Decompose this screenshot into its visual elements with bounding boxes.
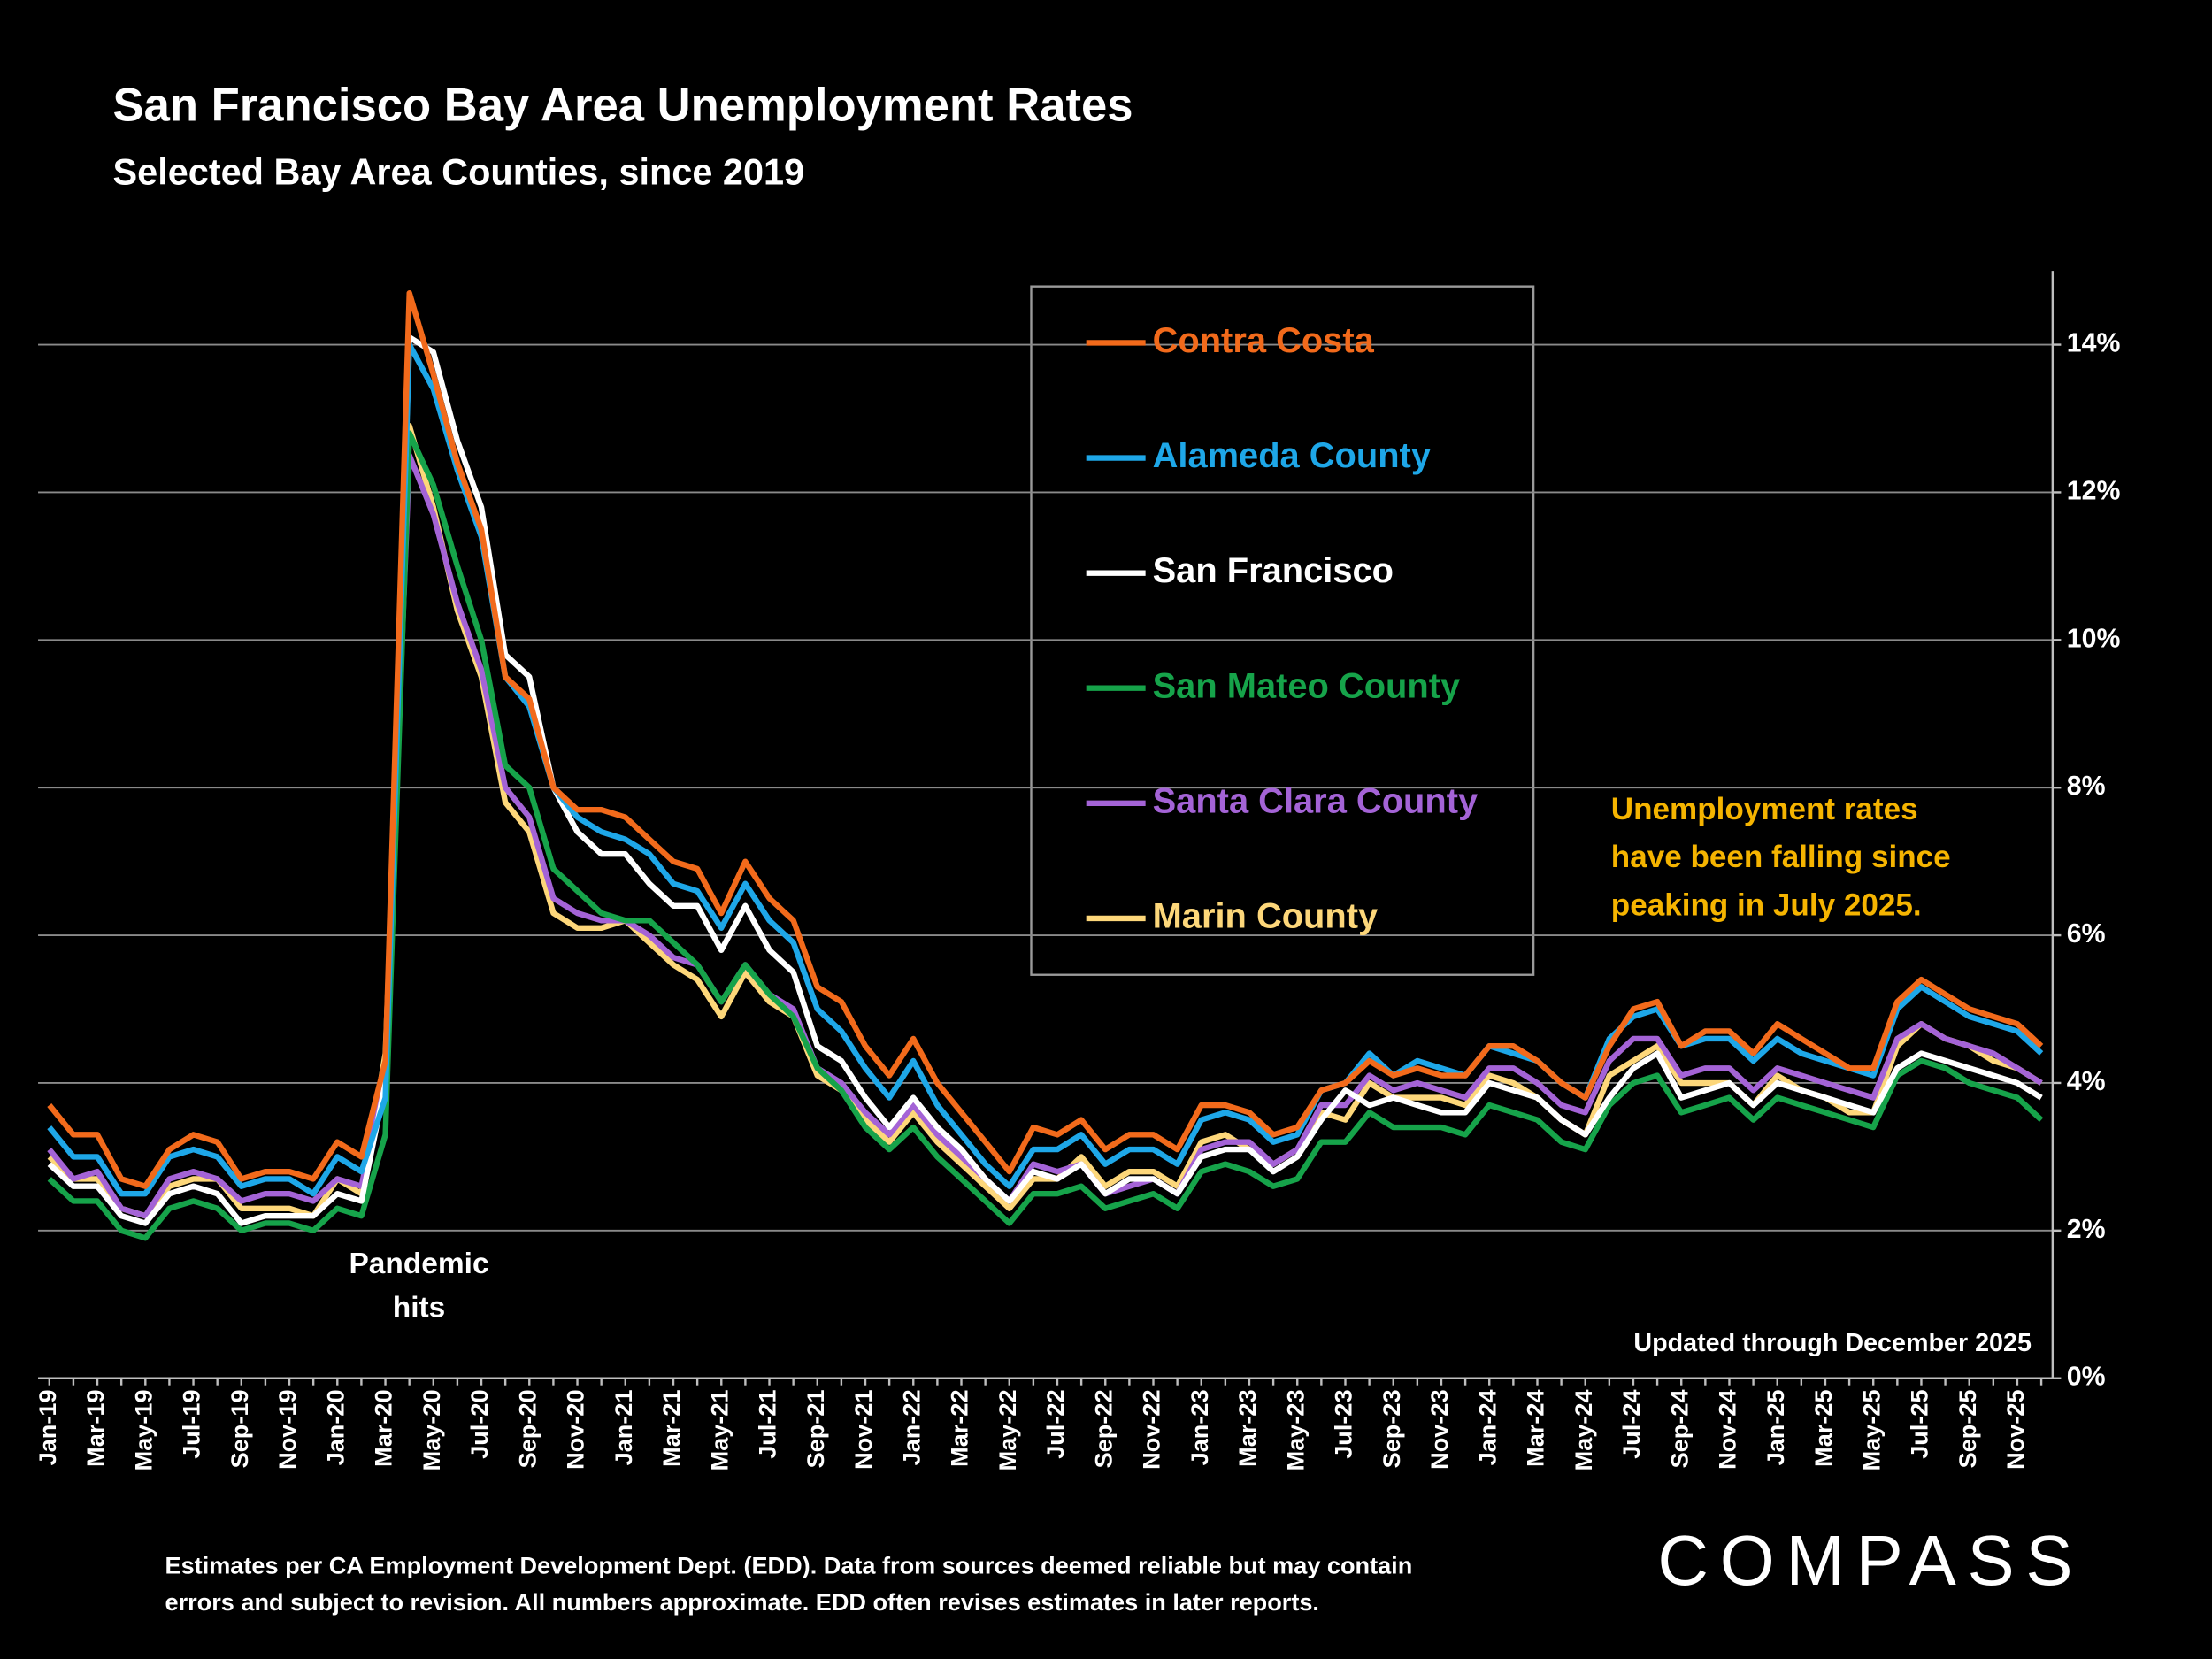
x-tick-label: Nov-20: [562, 1389, 589, 1469]
annotation: have been falling since: [1611, 840, 1951, 874]
legend-label: San Francisco: [1153, 551, 1394, 590]
x-tick-label: Sep-24: [1665, 1389, 1693, 1468]
x-tick-label: Mar-22: [946, 1389, 973, 1466]
x-tick-label: Nov-21: [849, 1389, 877, 1469]
x-tick-label: Jul-21: [754, 1389, 781, 1458]
x-tick-label: Nov-22: [1138, 1389, 1165, 1469]
legend-box: [1030, 285, 1535, 976]
annotation: Pandemic: [349, 1248, 488, 1280]
legend-label: Alameda County: [1153, 436, 1431, 475]
x-tick-label: Jul-20: [465, 1389, 493, 1458]
x-tick-label: Jul-23: [1330, 1389, 1357, 1458]
series-line: [47, 289, 2044, 1189]
source-note: errors and subject to revision. All numb…: [165, 1588, 1319, 1616]
y-tick-label: 2%: [2067, 1215, 2106, 1244]
x-tick-label: Mar-23: [1233, 1389, 1261, 1466]
x-tick-label: Mar-25: [1809, 1389, 1837, 1466]
x-tick-label: Sep-20: [513, 1389, 541, 1468]
x-tick-label: Nov-23: [1425, 1389, 1453, 1469]
x-tick-label: Sep-25: [1954, 1389, 1981, 1468]
annotation: Updated through December 2025: [1633, 1329, 2032, 1357]
series-line: [47, 342, 2044, 1197]
x-tick-label: Jan-23: [1186, 1389, 1213, 1465]
x-tick-label: May-23: [1281, 1389, 1309, 1471]
x-tick-label: May-22: [994, 1389, 1021, 1471]
logo: COMPASS: [1657, 1521, 2084, 1600]
x-tick-label: May-24: [1570, 1389, 1597, 1471]
annotation: peaking in July 2025.: [1611, 887, 1922, 922]
x-tick-label: Nov-19: [273, 1389, 301, 1469]
x-tick-label: Jan-24: [1473, 1389, 1501, 1465]
x-tick-label: Jan-22: [897, 1389, 925, 1465]
x-tick-label: Jan-25: [1762, 1389, 1789, 1465]
x-tick-label: Mar-24: [1522, 1389, 1549, 1466]
y-tick-label: 8%: [2067, 772, 2106, 801]
x-tick-label: Mar-19: [81, 1389, 109, 1466]
x-tick-label: Mar-20: [370, 1389, 397, 1466]
x-tick-label: Nov-24: [1714, 1389, 1741, 1469]
legend-label: San Mateo County: [1153, 666, 1461, 705]
x-tick-label: Jan-20: [321, 1389, 349, 1465]
x-tick-label: Sep-21: [802, 1389, 829, 1468]
x-tick-label: Nov-25: [2001, 1389, 2029, 1469]
y-tick-label: 12%: [2067, 476, 2121, 505]
x-tick-label: Jan-19: [34, 1389, 61, 1465]
legend-label: Marin County: [1153, 896, 1379, 935]
chart-subtitle: Selected Bay Area Counties, since 2019: [113, 151, 805, 193]
legend-label: Santa Clara County: [1153, 781, 1479, 820]
x-tick-label: Jul-24: [1617, 1389, 1645, 1458]
y-tick-label: 6%: [2067, 919, 2106, 949]
x-tick-label: Jul-22: [1041, 1389, 1069, 1458]
x-tick-label: Mar-21: [657, 1389, 685, 1466]
x-tick-label: Sep-19: [226, 1389, 253, 1468]
series-line: [47, 430, 2044, 1241]
x-tick-label: Sep-23: [1378, 1389, 1405, 1468]
y-tick-label: 4%: [2067, 1067, 2106, 1096]
legend-label: Contra Costa: [1153, 321, 1375, 360]
x-tick-label: May-19: [129, 1389, 157, 1471]
source-note: Estimates per CA Employment Development …: [165, 1552, 1413, 1579]
y-tick-label: 14%: [2067, 329, 2121, 358]
x-tick-label: May-20: [418, 1389, 445, 1471]
annotation: hits: [393, 1291, 446, 1324]
x-tick-label: Sep-22: [1089, 1389, 1117, 1468]
x-tick-label: May-25: [1857, 1389, 1885, 1471]
chart-title: San Francisco Bay Area Unemployment Rate…: [113, 80, 1133, 132]
x-tick-label: May-21: [705, 1389, 733, 1471]
y-tick-label: 0%: [2067, 1363, 2106, 1392]
x-tick-label: Jul-25: [1906, 1389, 1933, 1458]
annotation: Unemployment rates: [1611, 792, 1918, 826]
x-tick-label: Jan-21: [610, 1389, 637, 1465]
y-tick-label: 10%: [2067, 624, 2121, 653]
x-tick-label: Jul-19: [178, 1389, 205, 1458]
